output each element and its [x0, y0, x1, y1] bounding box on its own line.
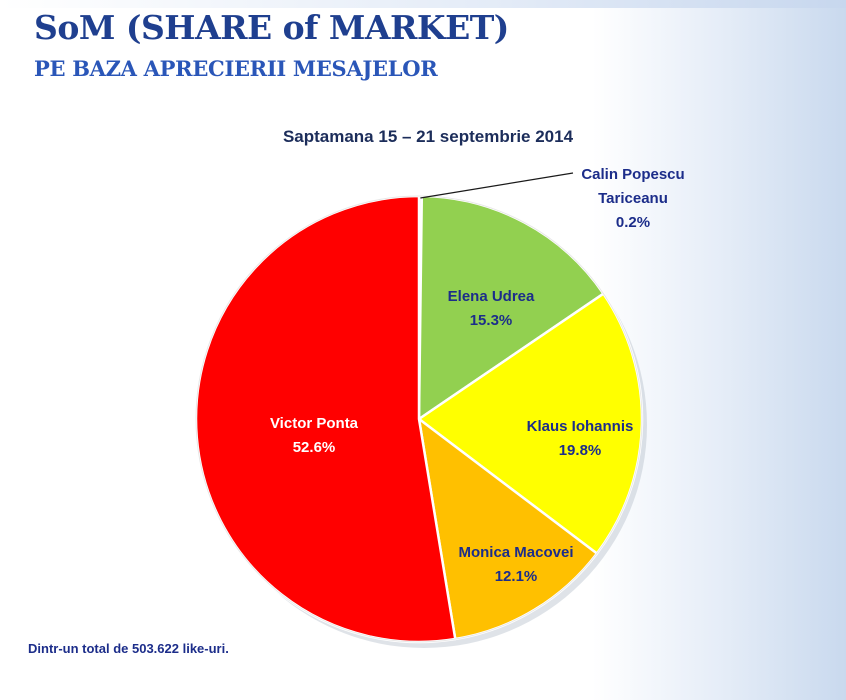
slice-value-klaus-iohannis: 19.8%	[559, 442, 602, 459]
slice-value-monica-macovei: 12.1%	[495, 568, 538, 585]
slice-label-elena-udrea-0: Elena Udrea	[448, 288, 535, 305]
page-subtitle: PE BAZA APRECIERII MESAJELOR	[34, 56, 438, 81]
top-band	[0, 0, 846, 8]
footnote: Dintr-un total de 503.622 like-uri.	[28, 641, 229, 656]
page-title: SoM (SHARE of MARKET)	[34, 8, 509, 47]
slice-label-victor-ponta-0: Victor Ponta	[270, 415, 359, 432]
leader-line-calin-popescu-tariceanu	[420, 172, 574, 199]
slice-value-victor-ponta: 52.6%	[293, 439, 336, 456]
slice-label-klaus-iohannis-0: Klaus Iohannis	[527, 418, 634, 435]
slice-label-calin-popescu-tariceanu-0: Calin Popescu	[581, 166, 684, 183]
slice-label-calin-popescu-tariceanu-1: Tariceanu	[598, 190, 668, 207]
slice-value-elena-udrea: 15.3%	[470, 312, 513, 329]
slice-value-calin-popescu-tariceanu: 0.2%	[616, 214, 650, 231]
pie-outline	[195, 195, 643, 643]
slice-label-monica-macovei-0: Monica Macovei	[458, 544, 573, 561]
chart-title: Saptamana 15 – 21 septembrie 2014	[282, 127, 574, 146]
